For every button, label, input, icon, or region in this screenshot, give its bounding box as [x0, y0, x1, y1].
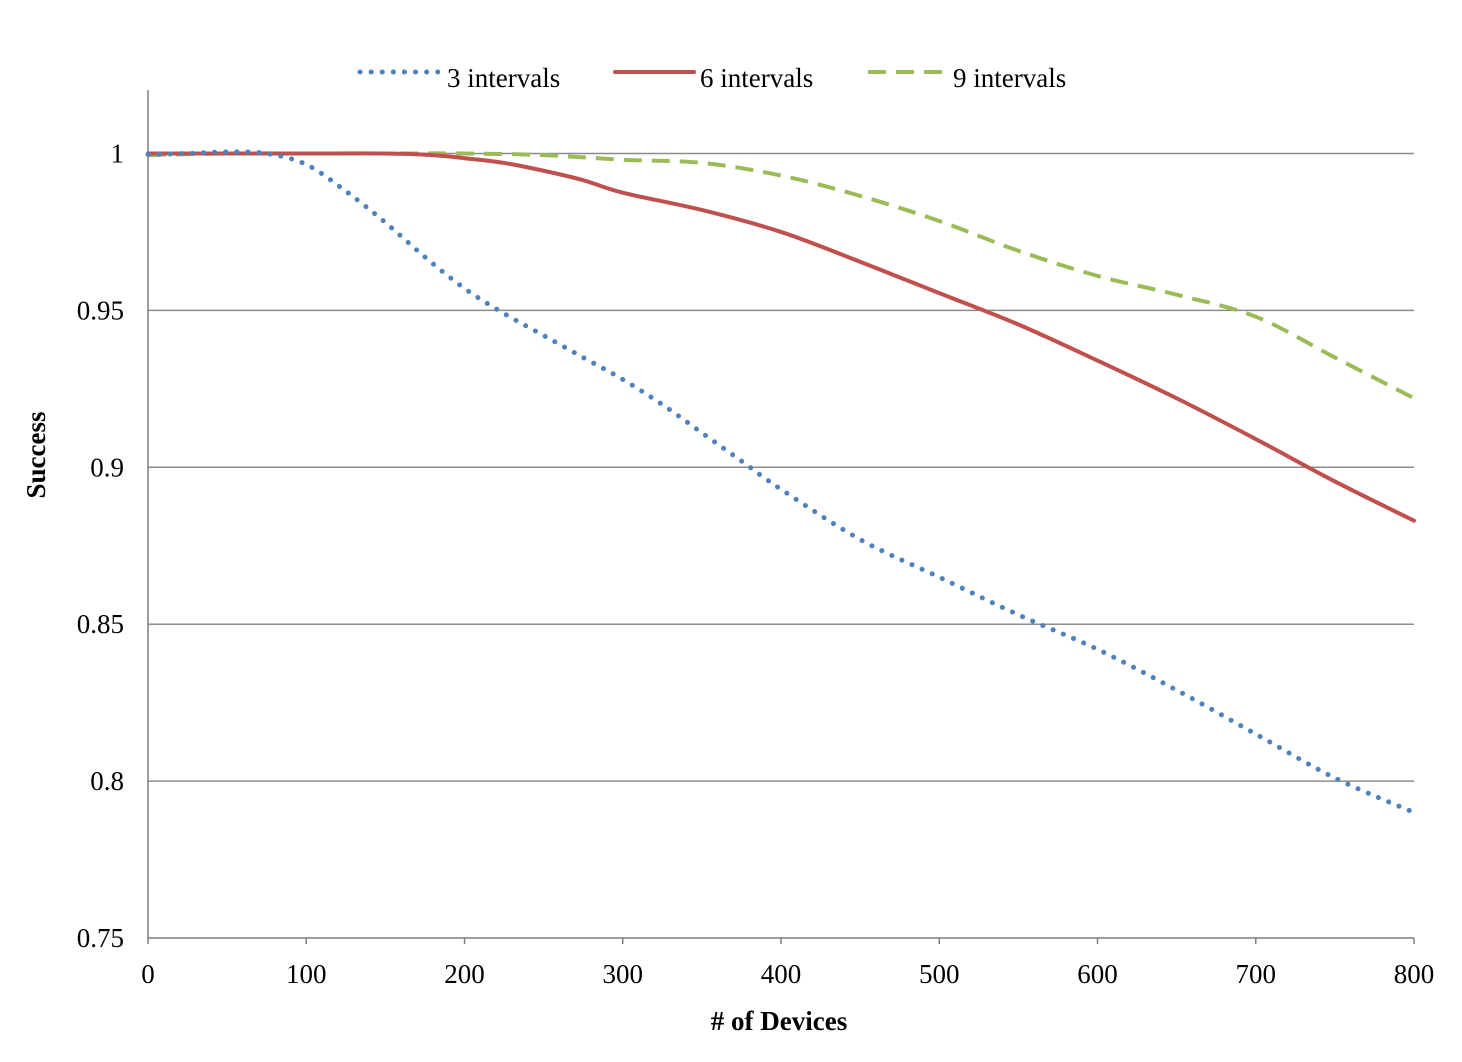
y-tick-label: 0.95 [77, 295, 124, 325]
x-tick-label: 800 [1394, 959, 1435, 989]
series-line-3 [147, 151, 1415, 401]
axes: 0.75 0.8 0.85 0.9 0.95 1 0 100 200 300 400 500 600 70… [77, 90, 1435, 989]
y-tick-label: 0.8 [90, 766, 124, 796]
x-tick-label: 0 [141, 959, 155, 989]
series-lines [145, 149, 1417, 815]
x-axis-title: # of Devices [711, 1006, 847, 1036]
x-tick-label: 700 [1236, 959, 1277, 989]
legend-label-1: 3 intervals [447, 63, 560, 93]
x-tick-label: 600 [1077, 959, 1118, 989]
y-axis-title: Success [21, 412, 51, 499]
gridlines [148, 152, 1414, 782]
x-tick-label: 200 [444, 959, 485, 989]
x-tick-label: 400 [761, 959, 802, 989]
y-tick-label: 1 [111, 139, 125, 169]
x-tick-label: 100 [286, 959, 327, 989]
legend: 3 intervals 6 intervals 9 intervals [357, 63, 1066, 93]
series-line-1 [145, 149, 1417, 815]
legend-label-2: 6 intervals [700, 63, 813, 93]
y-tick-label: 0.9 [90, 452, 124, 482]
y-tick-label: 0.85 [77, 609, 124, 639]
x-tick-label: 500 [919, 959, 960, 989]
y-tick-label: 0.75 [77, 923, 124, 953]
series-line-2 [146, 151, 1416, 523]
legend-label-3: 9 intervals [953, 63, 1066, 93]
x-tick-label: 300 [603, 959, 644, 989]
